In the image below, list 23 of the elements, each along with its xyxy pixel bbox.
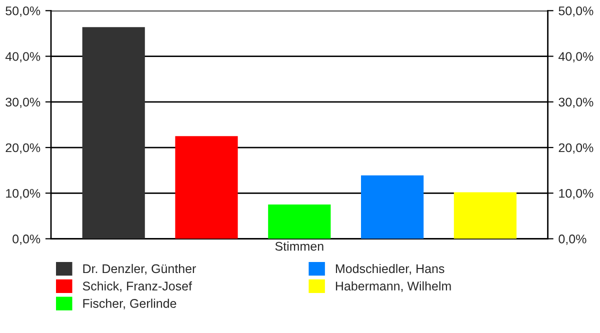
bar <box>82 27 145 239</box>
legend-label: Dr. Denzler, Günther <box>83 264 196 275</box>
legend-label: Schick, Franz-Josef <box>82 281 192 292</box>
y-tick-label: 30,0% <box>6 98 40 108</box>
bar <box>361 175 424 239</box>
y-tick-label: 0,0% <box>12 234 40 245</box>
legend-label: Fischer, Gerlinde <box>83 298 176 310</box>
text: 20,0% <box>558 143 594 154</box>
text: 10,0% <box>559 188 594 200</box>
bar <box>175 136 238 239</box>
legend-label: Habermann, Wilhelm <box>336 281 451 292</box>
text: 30,0% <box>558 98 594 108</box>
y-tick-label: 50,0% <box>6 6 40 17</box>
x-tick-label: Stimmen <box>275 242 324 251</box>
text: 0,0% <box>558 234 586 245</box>
y-tick-label: 10,0% <box>6 188 40 200</box>
text: 50,0% <box>558 6 594 17</box>
y-tick-label: 20,0% <box>6 143 40 154</box>
legend-label: Modschiedler, Hans <box>336 264 444 275</box>
y-tick-label: 40,0% <box>5 52 40 62</box>
text: 40,0% <box>558 52 594 62</box>
bar <box>454 192 516 239</box>
bar <box>268 204 331 239</box>
